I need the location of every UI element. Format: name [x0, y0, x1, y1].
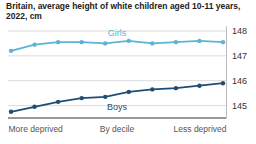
series-marker — [56, 40, 60, 44]
series-label: Girls — [108, 28, 127, 38]
series-marker — [103, 41, 107, 45]
y-tick: 148 — [226, 26, 247, 36]
y-tick-label: 145 — [232, 101, 247, 111]
y-tick-label: 146 — [232, 76, 247, 86]
series-label: Boys — [107, 102, 128, 112]
grid-line — [8, 55, 226, 56]
series-marker — [174, 40, 178, 44]
y-tick-label: 147 — [232, 51, 247, 61]
y-axis: 145 146 147 148 — [226, 26, 247, 118]
series-marker — [221, 40, 225, 44]
grid-line — [8, 80, 226, 81]
x-tick: Less deprived — [174, 118, 227, 134]
plot-area — [9, 39, 225, 114]
series-marker — [197, 39, 201, 43]
series-marker — [9, 110, 13, 114]
series-marker — [150, 87, 154, 91]
series-line — [11, 83, 223, 112]
chart: Britain, average height of white childre… — [0, 0, 256, 144]
series-marker — [9, 49, 13, 53]
y-tick: 145 — [226, 101, 247, 111]
y-tick: 147 — [226, 51, 247, 61]
series-marker — [221, 81, 225, 85]
x-tick-label: More deprived — [9, 124, 64, 134]
y-tick: 146 — [226, 76, 247, 86]
series-marker — [127, 39, 131, 43]
series-marker — [103, 95, 107, 99]
x-tick: More deprived — [9, 118, 64, 134]
series-marker — [150, 41, 154, 45]
series-marker — [174, 86, 178, 90]
series-marker — [197, 83, 201, 87]
series-marker — [79, 96, 83, 100]
x-axis: More deprived Less deprived — [8, 118, 227, 134]
series-marker — [32, 105, 36, 109]
title: Britain, average height of white childre… — [6, 1, 240, 21]
series-line — [11, 41, 223, 51]
x-axis-title: By decile — [100, 124, 135, 134]
series-marker — [56, 100, 60, 104]
x-axis-line — [8, 118, 226, 119]
series-marker — [127, 90, 131, 94]
series-marker — [32, 42, 36, 46]
x-tick-label: Less deprived — [174, 124, 227, 134]
y-axis-line — [226, 27, 227, 119]
series-marker — [79, 40, 83, 44]
y-tick-label: 148 — [232, 26, 247, 36]
